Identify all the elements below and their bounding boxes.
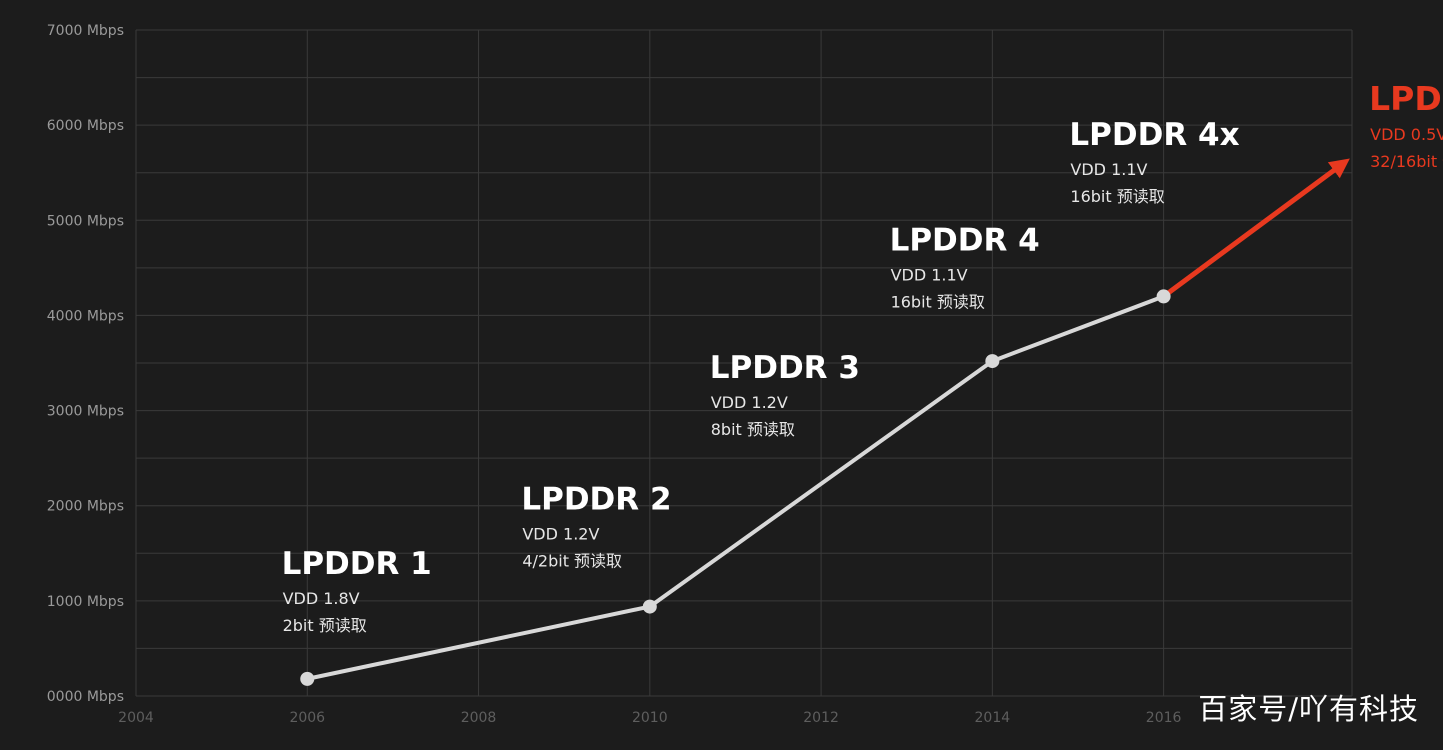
y-axis-ticks: 0000 Mbps 1000 Mbps 2000 Mbps 3000 Mbps 4000… bbox=[47, 23, 124, 705]
x-axis-ticks: 2004 2006 2008 2010 2012 2014 2016 bbox=[118, 710, 1181, 726]
annotation-group: LPDDR 4x VDD 1.1V 16bit 预读取 bbox=[1069, 117, 1239, 206]
annotation-prefetch: 32/16bit 预读取 bbox=[1370, 152, 1443, 171]
x-tick-label: 2008 bbox=[461, 710, 497, 726]
data-point bbox=[300, 671, 315, 686]
annotation-group: LPDDR 2 VDD 1.2V 4/2bit 预读取 bbox=[521, 482, 671, 571]
annotation-vdd: VDD 1.8V bbox=[283, 589, 360, 608]
data-point bbox=[985, 354, 1000, 369]
annotation-title: LPDDR 4x bbox=[1069, 117, 1239, 153]
data-point bbox=[1156, 289, 1171, 304]
annotation-prefetch: 8bit 预读取 bbox=[711, 420, 795, 439]
annotation-title: LPDDR 4 bbox=[890, 223, 1040, 259]
data-points bbox=[300, 289, 1171, 686]
y-tick-label: 0000 Mbps bbox=[47, 689, 124, 705]
x-tick-label: 2010 bbox=[632, 710, 668, 726]
y-tick-label: 5000 Mbps bbox=[47, 213, 124, 229]
grid bbox=[135, 29, 1353, 697]
watermark: 百家号/吖有科技 bbox=[1198, 692, 1419, 726]
y-tick-label: 4000 Mbps bbox=[47, 308, 124, 324]
annotation-group: LPDDR 5 VDD 0.5V 32/16bit 预读取 bbox=[1369, 79, 1443, 171]
bandwidth-line bbox=[305, 294, 1166, 681]
annotation-prefetch: 4/2bit 预读取 bbox=[522, 552, 622, 571]
annotation-group: LPDDR 3 VDD 1.2V 8bit 预读取 bbox=[710, 350, 860, 439]
annotation-title: LPDDR 3 bbox=[710, 350, 860, 386]
annotation-title: LPDDR 2 bbox=[521, 482, 671, 518]
annotation-prefetch: 2bit 预读取 bbox=[283, 616, 367, 635]
x-tick-label: 2012 bbox=[803, 710, 839, 726]
data-point bbox=[642, 599, 657, 614]
annotation-title: LPDDR 1 bbox=[282, 546, 432, 582]
x-tick-label: 2016 bbox=[1146, 710, 1182, 726]
annotation-group: LPDDR 1 VDD 1.8V 2bit 预读取 bbox=[282, 546, 432, 635]
annotation-vdd: VDD 1.1V bbox=[1070, 160, 1147, 179]
y-tick-label: 1000 Mbps bbox=[47, 594, 124, 610]
annotation-vdd: VDD 1.1V bbox=[891, 266, 968, 285]
annotation-vdd: VDD 1.2V bbox=[522, 525, 599, 544]
y-tick-label: 6000 Mbps bbox=[47, 118, 124, 134]
series-lines bbox=[305, 158, 1350, 681]
annotation-group: LPDDR 4 VDD 1.1V 16bit 预读取 bbox=[890, 223, 1040, 312]
y-tick-label: 7000 Mbps bbox=[47, 23, 124, 39]
x-tick-label: 2004 bbox=[118, 710, 154, 726]
lpddr5-arrow bbox=[1161, 158, 1350, 299]
annotation-prefetch: 16bit 预读取 bbox=[1070, 187, 1164, 206]
annotation-prefetch: 16bit 预读取 bbox=[891, 293, 985, 312]
annotation-vdd: VDD 1.2V bbox=[711, 393, 788, 412]
x-tick-label: 2006 bbox=[289, 710, 325, 726]
x-tick-label: 2014 bbox=[975, 710, 1011, 726]
y-tick-label: 2000 Mbps bbox=[47, 499, 124, 515]
annotation-title: LPDDR 5 bbox=[1369, 79, 1443, 118]
y-tick-label: 3000 Mbps bbox=[47, 404, 124, 420]
annotation-vdd: VDD 0.5V bbox=[1370, 125, 1443, 144]
annotations: LPDDR 1 VDD 1.8V 2bit 预读取 LPDDR 2 VDD 1.2V 4/… bbox=[282, 79, 1443, 635]
